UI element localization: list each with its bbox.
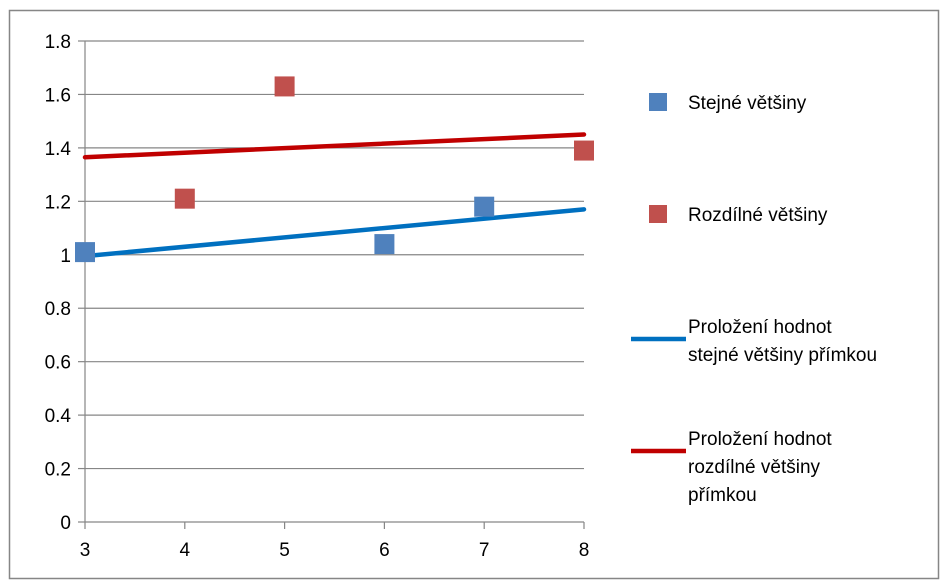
y-tick-label-5: 1 (60, 246, 71, 267)
legend-label-0: Stejné většiny (688, 93, 807, 114)
legend-label-2-line-1: stejné většiny přímkou (688, 345, 877, 366)
gridlines (85, 40, 584, 470)
chart-border (8, 9, 940, 580)
trend-lines (82, 132, 587, 259)
series-1-point-0 (174, 188, 195, 209)
axes: 0 0.2 0.4 0.6 0.8 1 1.2 1.4 1.6 1.8 3 4 5 6 7 8 (45, 32, 590, 561)
x-tick-label-1: 4 (180, 540, 191, 561)
y-tick-label-7: 1.4 (45, 139, 72, 160)
x-tick-label-2: 5 (279, 540, 290, 561)
y-tick-label-9: 1.8 (45, 32, 71, 53)
series-1-point-1 (274, 76, 295, 97)
y-tick-label-2: 0.4 (45, 406, 72, 427)
series-0-point-0 (75, 242, 95, 263)
x-tick-label-5: 8 (579, 540, 590, 561)
series-1-point-2 (574, 140, 594, 161)
series-3-trend-line (82, 132, 587, 160)
series-0-point-1 (374, 234, 395, 255)
y-tick-label-0: 0 (60, 513, 71, 534)
x-tick-label-3: 6 (379, 540, 390, 561)
legend-label-3-line-1: rozdílné většiny (688, 457, 821, 478)
series-0-point-2 (474, 196, 495, 217)
legend-label-1: Rozdílné většiny (688, 205, 828, 226)
y-tick-label-6: 1.2 (45, 192, 71, 213)
data-points (75, 76, 594, 263)
y-tick-label-1: 0.2 (45, 460, 71, 481)
legend-marker-swatch-1 (649, 205, 667, 223)
legend-label-2-line-0: Proložení hodnot (688, 317, 832, 338)
legend: Stejné většiny Rozdílné většiny Proložení … (631, 93, 877, 506)
x-tick-label-4: 7 (479, 540, 490, 561)
x-tick-label-0: 3 (80, 540, 91, 561)
y-tick-label-3: 0.6 (45, 353, 71, 374)
series-2-trend-line (82, 207, 587, 259)
legend-label-3-line-2: přímkou (688, 485, 757, 506)
y-tick-label-8: 1.6 (45, 85, 71, 106)
legend-marker-swatch-0 (649, 93, 667, 111)
y-tick-label-4: 0.8 (45, 299, 71, 320)
legend-label-3-line-0: Proložení hodnot (688, 429, 832, 450)
